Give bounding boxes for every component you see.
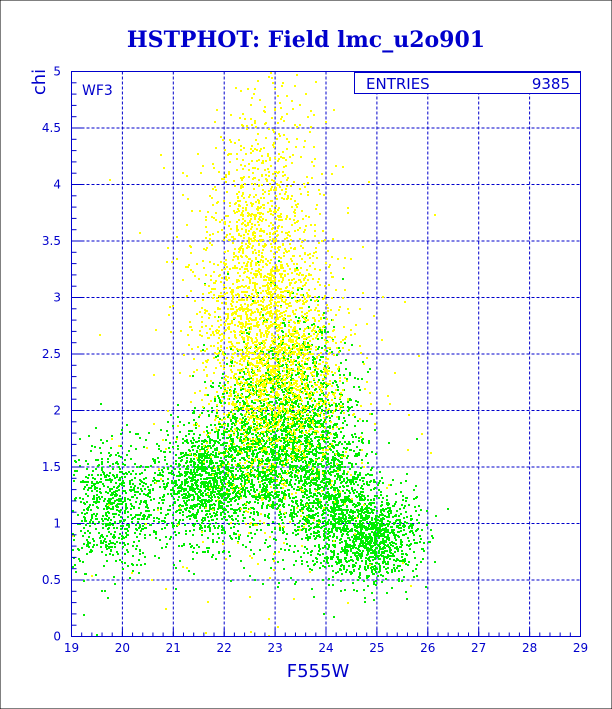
stats-box: ENTRIES 9385 <box>354 72 581 94</box>
x-tick-label: 24 <box>318 641 333 655</box>
data-point-cluster <box>72 403 203 636</box>
stats-entries-label: ENTRIES <box>366 75 430 93</box>
chart-title: HSTPHOT: Field lmc_u2o901 <box>127 27 485 53</box>
x-tick-label: 26 <box>420 641 435 655</box>
y-tick-label: 4.5 <box>42 121 61 135</box>
y-tick-label: 5 <box>53 65 61 79</box>
y-tick-label: 4 <box>53 178 61 192</box>
y-tick-label: 0 <box>53 630 61 644</box>
stats-entries-value: 9385 <box>532 75 570 93</box>
y-tick-label: 2.5 <box>42 347 61 361</box>
x-tick-label: 25 <box>369 641 384 655</box>
y-tick-label: 2 <box>53 404 61 418</box>
x-tick-label: 21 <box>166 641 181 655</box>
data-point-cluster <box>235 284 417 594</box>
x-tick-label: 22 <box>217 641 232 655</box>
data-point-cluster <box>118 402 274 575</box>
x-tick-label: 23 <box>267 641 282 655</box>
x-tick-label: 20 <box>115 641 130 655</box>
y-tick-label: 0.5 <box>42 573 61 587</box>
x-tick-label: 19 <box>64 641 79 655</box>
y-tick-label: 1 <box>53 517 61 531</box>
stats-box-frame <box>354 72 581 94</box>
x-axis: 19 20 21 22 23 24 25 26 27 28 29 <box>64 628 588 655</box>
x-tick-label: 28 <box>522 641 537 655</box>
data-point-cluster <box>201 171 423 573</box>
x-axis-label: F555W <box>287 661 350 682</box>
data-points <box>72 72 449 637</box>
y-tick-label: 3 <box>53 291 61 305</box>
x-tick-label: 27 <box>471 641 486 655</box>
data-point-cluster <box>300 438 449 603</box>
yellow-series <box>72 72 436 637</box>
y-axis: 0 0.5 1 1.5 2 2.5 3 3.5 4 4.5 5 <box>42 65 82 644</box>
panel-label: WF3 <box>82 83 113 99</box>
y-tick-label: 3.5 <box>42 234 61 248</box>
x-tick-label: 29 <box>573 641 588 655</box>
y-axis-label: chi <box>29 69 50 95</box>
green-series <box>72 260 449 636</box>
y-tick-label: 1.5 <box>42 460 61 474</box>
